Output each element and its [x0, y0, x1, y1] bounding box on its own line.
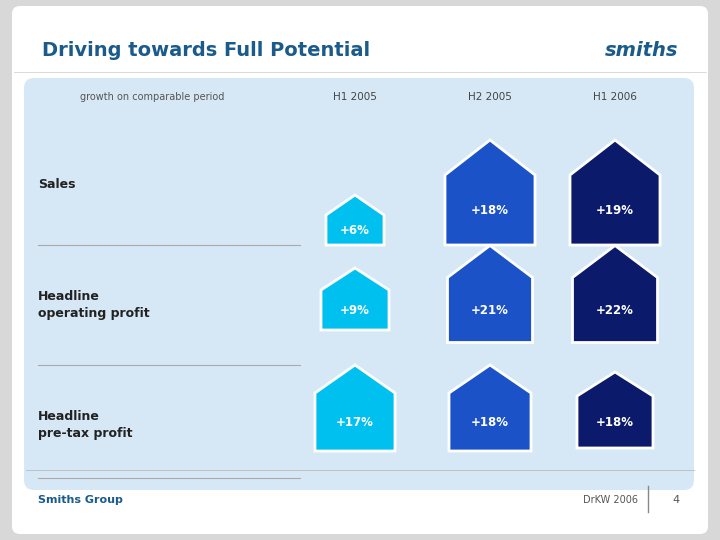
Text: +22%: +22% — [596, 303, 634, 316]
Text: +9%: +9% — [340, 303, 370, 316]
Text: +6%: +6% — [340, 224, 370, 237]
Polygon shape — [570, 140, 660, 245]
Text: Sales: Sales — [38, 179, 76, 192]
Polygon shape — [449, 365, 531, 451]
Text: Smiths Group: Smiths Group — [38, 495, 123, 505]
Text: +19%: +19% — [596, 204, 634, 217]
FancyBboxPatch shape — [24, 78, 694, 490]
Text: +18%: +18% — [471, 204, 509, 217]
Text: Headline
pre-tax profit: Headline pre-tax profit — [38, 410, 132, 440]
Polygon shape — [448, 246, 533, 342]
Text: +21%: +21% — [471, 303, 509, 316]
Text: +17%: +17% — [336, 415, 374, 429]
Polygon shape — [321, 268, 389, 330]
Polygon shape — [315, 365, 395, 451]
Text: H2 2005: H2 2005 — [468, 92, 512, 102]
Text: +18%: +18% — [471, 415, 509, 429]
Text: smiths: smiths — [605, 40, 678, 59]
FancyBboxPatch shape — [12, 6, 708, 534]
Polygon shape — [326, 195, 384, 245]
Text: H1 2006: H1 2006 — [593, 92, 637, 102]
Text: growth on comparable period: growth on comparable period — [80, 92, 225, 102]
Text: H1 2005: H1 2005 — [333, 92, 377, 102]
Text: DrKW 2006: DrKW 2006 — [583, 495, 638, 505]
Polygon shape — [445, 140, 535, 245]
Text: +18%: +18% — [596, 415, 634, 429]
Text: Driving towards Full Potential: Driving towards Full Potential — [42, 40, 370, 59]
Polygon shape — [572, 246, 657, 342]
Text: 4: 4 — [672, 495, 680, 505]
Polygon shape — [577, 372, 653, 448]
Text: Headline
operating profit: Headline operating profit — [38, 290, 150, 320]
